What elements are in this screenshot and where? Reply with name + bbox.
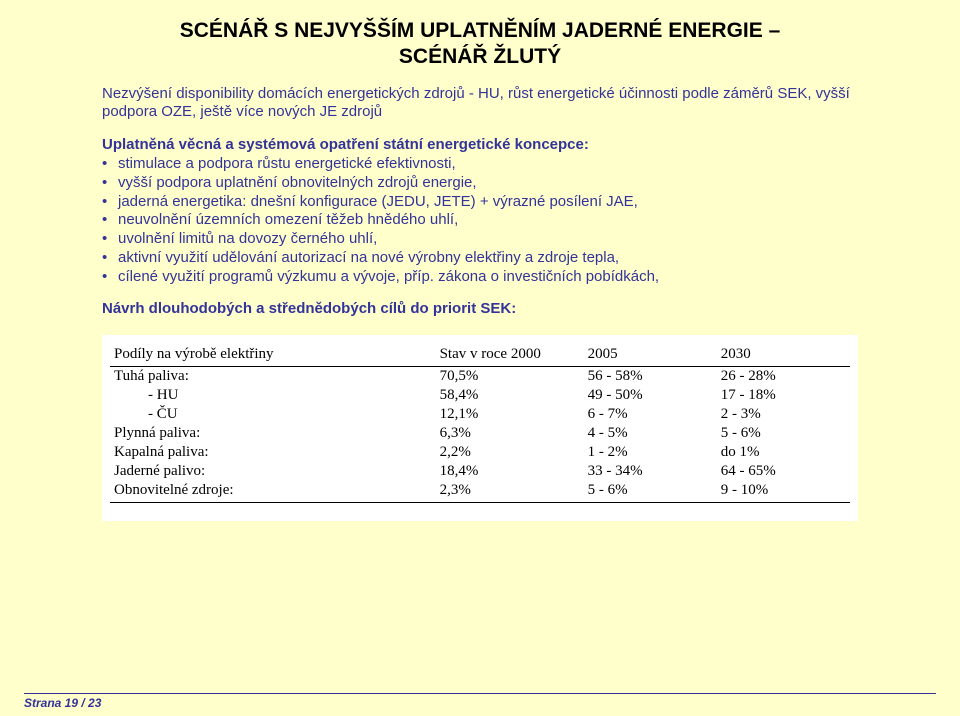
measures-list: stimulace a podpora růstu energetické ef… — [80, 155, 880, 286]
row-value-2000: 12,1% — [436, 405, 584, 424]
table-header: 2005 — [584, 345, 717, 367]
row-label: - ČU — [110, 405, 436, 424]
list-item: jaderná energetika: dnešní konfigurace (… — [102, 193, 880, 212]
row-value-2000: 2,3% — [436, 481, 584, 500]
table-row: Kapalná paliva:2,2%1 - 2%do 1% — [110, 443, 850, 462]
row-value-2000: 58,4% — [436, 386, 584, 405]
row-value-2005: 56 - 58% — [584, 367, 717, 387]
list-item: vyšší podpora uplatnění obnovitelných zd… — [102, 174, 880, 193]
row-value-2030: 9 - 10% — [717, 481, 850, 500]
table-header: 2030 — [717, 345, 850, 367]
table-row: Plynná paliva:6,3%4 - 5%5 - 6% — [110, 424, 850, 443]
title-line-2: SCÉNÁŘ ŽLUTÝ — [399, 45, 561, 68]
page-footer: Strana 19 / 23 — [24, 693, 936, 710]
table-row: - ČU12,1%6 - 7%2 - 3% — [110, 405, 850, 424]
row-value-2030: 5 - 6% — [717, 424, 850, 443]
row-value-2030: 17 - 18% — [717, 386, 850, 405]
row-label: Obnovitelné zdroje: — [110, 481, 436, 500]
row-label: Jaderné palivo: — [110, 462, 436, 481]
measures-heading: Uplatněná věcná a systémová opatření stá… — [80, 136, 880, 153]
page-title: SCÉNÁŘ S NEJVYŠŠÍM UPLATNĚNÍM JADERNÉ EN… — [80, 18, 880, 71]
share-table-container: Podíly na výrobě elektřiny Stav v roce 2… — [102, 335, 858, 521]
table-header: Stav v roce 2000 — [436, 345, 584, 367]
row-label: Kapalná paliva: — [110, 443, 436, 462]
row-value-2000: 70,5% — [436, 367, 584, 387]
row-value-2030: 2 - 3% — [717, 405, 850, 424]
row-value-2005: 33 - 34% — [584, 462, 717, 481]
list-item: cílené využití programů výzkumu a vývoje… — [102, 268, 880, 287]
table-separator — [110, 500, 850, 502]
share-table: Podíly na výrobě elektřiny Stav v roce 2… — [110, 345, 850, 503]
row-value-2000: 2,2% — [436, 443, 584, 462]
list-item: neuvolnění územních omezení těžeb hnědéh… — [102, 211, 880, 230]
table-row: Tuhá paliva:70,5%56 - 58%26 - 28% — [110, 367, 850, 387]
table-row: Jaderné palivo:18,4%33 - 34%64 - 65% — [110, 462, 850, 481]
row-value-2005: 6 - 7% — [584, 405, 717, 424]
row-value-2030: 26 - 28% — [717, 367, 850, 387]
table-row: - HU58,4%49 - 50%17 - 18% — [110, 386, 850, 405]
row-value-2005: 4 - 5% — [584, 424, 717, 443]
row-value-2030: 64 - 65% — [717, 462, 850, 481]
list-item: uvolnění limitů na dovozy černého uhlí, — [102, 230, 880, 249]
list-item: aktivní využití udělování autorizací na … — [102, 249, 880, 268]
goals-heading: Návrh dlouhodobých a střednědobých cílů … — [80, 300, 880, 317]
row-label: Plynná paliva: — [110, 424, 436, 443]
row-value-2005: 49 - 50% — [584, 386, 717, 405]
table-header-row: Podíly na výrobě elektřiny Stav v roce 2… — [110, 345, 850, 367]
table-header: Podíly na výrobě elektřiny — [110, 345, 436, 367]
row-value-2005: 5 - 6% — [584, 481, 717, 500]
row-label: Tuhá paliva: — [110, 367, 436, 387]
intro-paragraph: Nezvýšení disponibility domácích energet… — [80, 85, 880, 123]
row-value-2000: 18,4% — [436, 462, 584, 481]
title-line-1: SCÉNÁŘ S NEJVYŠŠÍM UPLATNĚNÍM JADERNÉ EN… — [180, 19, 781, 42]
list-item: stimulace a podpora růstu energetické ef… — [102, 155, 880, 174]
row-value-2005: 1 - 2% — [584, 443, 717, 462]
row-value-2030: do 1% — [717, 443, 850, 462]
row-value-2000: 6,3% — [436, 424, 584, 443]
table-row: Obnovitelné zdroje:2,3%5 - 6%9 - 10% — [110, 481, 850, 500]
row-label: - HU — [110, 386, 436, 405]
